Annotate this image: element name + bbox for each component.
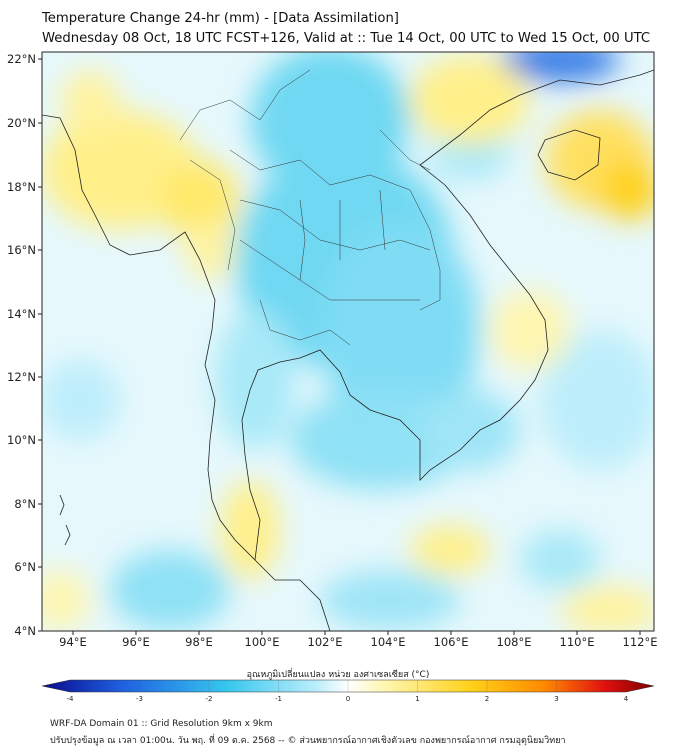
- lat-label: 16°N: [7, 243, 36, 257]
- lon-label: 100°E: [245, 635, 280, 649]
- map-title: Temperature Change 24-hr (mm) - [Data As…: [42, 11, 399, 26]
- province-borders: [179, 69, 441, 346]
- lat-label: 8°N: [14, 497, 36, 511]
- axis-ticks: [38, 58, 641, 635]
- lon-label: 112°E: [623, 635, 658, 649]
- lon-label: 104°E: [371, 635, 406, 649]
- lat-label: 18°N: [7, 180, 36, 194]
- lon-label: 106°E: [434, 635, 469, 649]
- colorbar-tick: -2: [206, 695, 213, 703]
- lon-label: 98°E: [185, 635, 213, 649]
- colorbar-tick: 3: [554, 695, 558, 703]
- colorbar-tick: -1: [275, 695, 282, 703]
- lon-label: 94°E: [59, 635, 87, 649]
- colorbar-tick: -4: [67, 695, 75, 703]
- lon-label: 96°E: [122, 635, 150, 649]
- temperature-field: [42, 52, 654, 631]
- colorbar-tick: 4: [624, 695, 629, 703]
- lat-label: 20°N: [7, 116, 36, 130]
- colorbar-tick: -3: [136, 695, 143, 703]
- colorbar: -4 -3 -2 -1 0 1 2 3 4: [41, 679, 655, 703]
- footer-model-info: WRF-DA Domain 01 :: Grid Resolution 9km …: [50, 719, 273, 729]
- coastlines: [42, 69, 654, 631]
- lon-label: 110°E: [560, 635, 595, 649]
- footer-update-info: ปรับปรุงข้อมูล ณ เวลา 01:00น. วัน พฤ. ที…: [50, 736, 566, 746]
- lat-label: 14°N: [7, 307, 36, 321]
- lon-label: 108°E: [497, 635, 532, 649]
- colorbar-tick: 0: [346, 695, 350, 703]
- colorbar-label: อุณหภูมิเปลี่ยนแปลง หน่วย องศาเซลเซียส (…: [246, 670, 430, 680]
- map-subtitle: Wednesday 08 Oct, 18 UTC FCST+126, Valid…: [42, 31, 651, 46]
- lat-label: 22°N: [7, 52, 36, 66]
- lat-label: 4°N: [14, 624, 36, 638]
- lat-label: 10°N: [7, 433, 36, 447]
- latitude-labels: 22°N 20°N 18°N 16°N 14°N 12°N 10°N 8°N 6…: [7, 52, 36, 638]
- colorbar-tick: 1: [415, 695, 419, 703]
- lon-label: 102°E: [308, 635, 343, 649]
- lat-label: 12°N: [7, 370, 36, 384]
- map-frame: [41, 51, 655, 632]
- longitude-labels: 94°E 96°E 98°E 100°E 102°E 104°E 106°E 1…: [59, 635, 657, 649]
- lat-label: 6°N: [14, 560, 36, 574]
- colorbar-tick: 2: [485, 695, 489, 703]
